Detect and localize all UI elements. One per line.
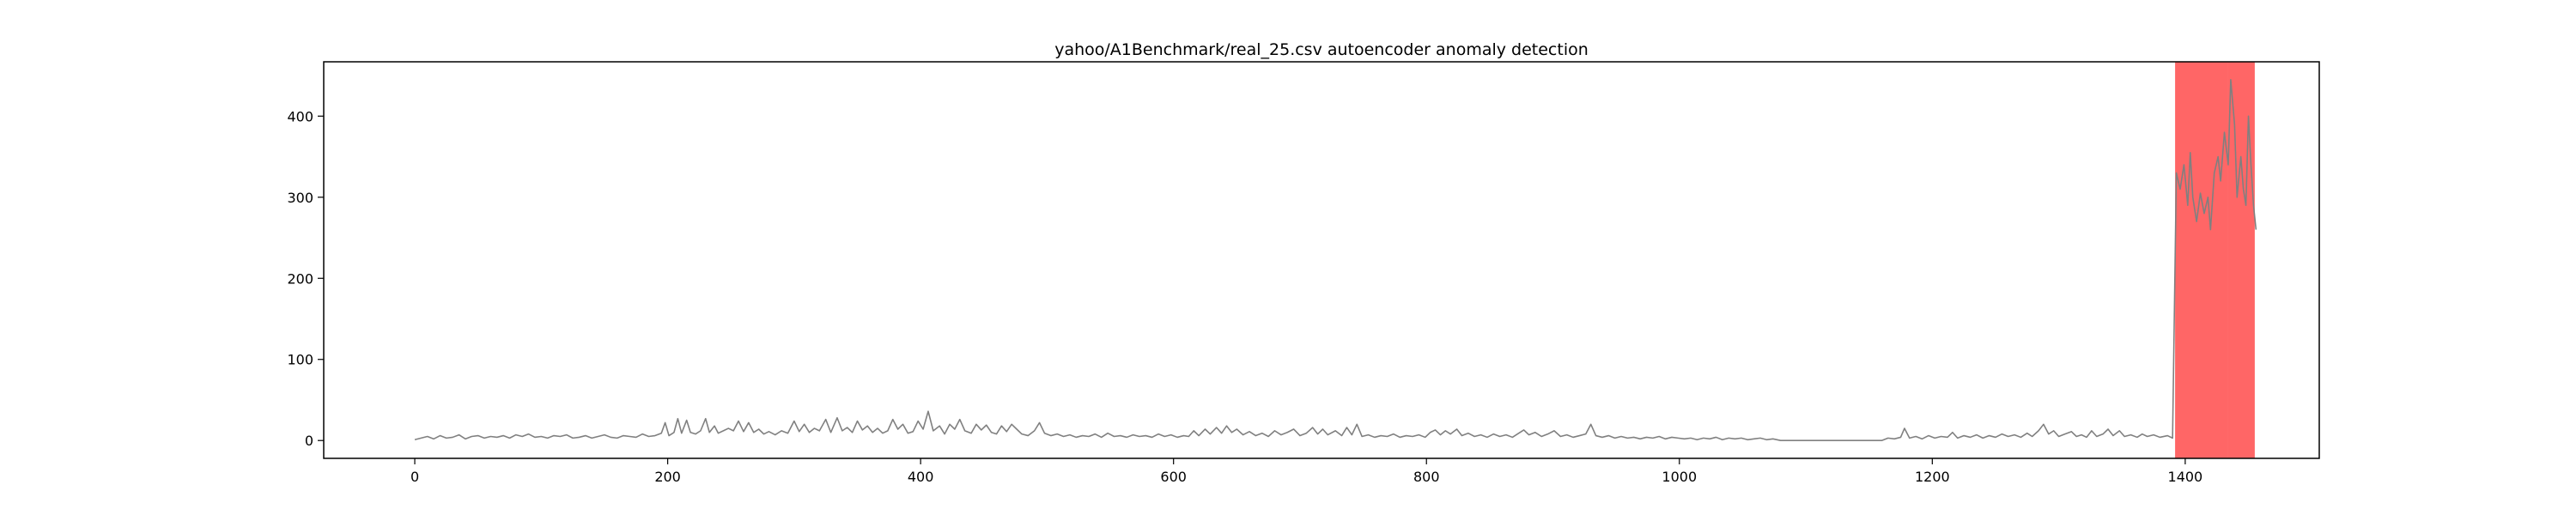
anomaly-region-0 xyxy=(2175,62,2228,458)
y-tick-label-100: 100 xyxy=(287,352,313,368)
x-tick-label-600: 600 xyxy=(1160,469,1187,485)
series-line-group xyxy=(414,78,2257,442)
x-tick-label-200: 200 xyxy=(654,469,681,485)
anomaly-region-1 xyxy=(2227,62,2255,458)
y-axis: 0 100 200 300 400 xyxy=(287,108,324,449)
chart-title: yahoo/A1Benchmark/real_25.csv autoencode… xyxy=(1054,40,1589,59)
y-tick-label-200: 200 xyxy=(287,270,313,287)
x-axis: 0 200 400 600 800 1000 1200 1400 xyxy=(410,458,2202,485)
x-tick-label-800: 800 xyxy=(1413,469,1440,485)
x-tick-label-400: 400 xyxy=(908,469,934,485)
y-tick-label-400: 400 xyxy=(287,108,313,124)
x-tick-label-1200: 1200 xyxy=(1915,469,1950,485)
series-line-0 xyxy=(414,78,2257,442)
y-tick-label-0: 0 xyxy=(305,433,313,449)
anomaly-regions xyxy=(2175,62,2255,458)
plot-area-frame xyxy=(323,61,2320,459)
x-tick-label-0: 0 xyxy=(410,469,419,485)
x-tick-label-1000: 1000 xyxy=(1662,469,1697,485)
x-tick-label-1400: 1400 xyxy=(2168,469,2203,485)
y-tick-label-300: 300 xyxy=(287,190,313,206)
